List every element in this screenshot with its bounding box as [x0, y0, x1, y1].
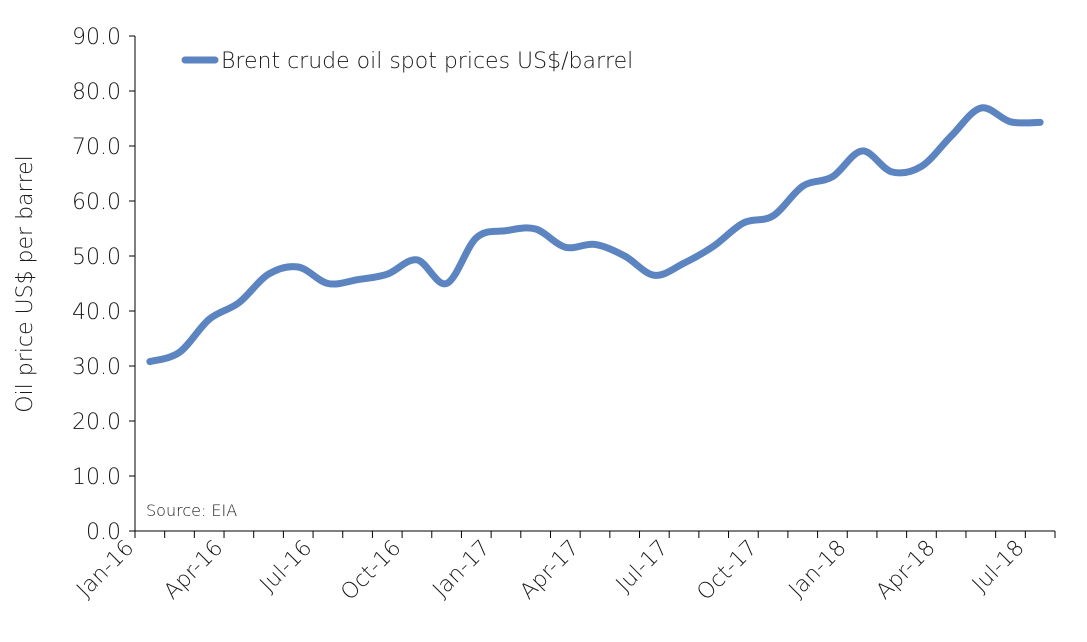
x-tick-label: Jul-18	[968, 536, 1030, 598]
data-point	[446, 283, 447, 284]
data-point	[209, 319, 210, 320]
data-point	[268, 274, 269, 275]
data-point	[684, 263, 685, 264]
data-point	[595, 244, 596, 245]
x-tick-label: Apr-17	[515, 536, 584, 605]
data-point	[891, 171, 892, 172]
x-tick-label: Jan-16	[72, 536, 139, 603]
y-axis: 0.0 10.0 20.0 30.0 40.0 50.0 60.0 70.0 80.0 90.0	[72, 25, 136, 545]
data-point	[238, 302, 239, 303]
source-annotation: Source: EIA	[146, 501, 237, 520]
data-point	[357, 279, 358, 280]
data-point	[713, 246, 714, 247]
data-point	[951, 136, 952, 137]
y-tick-label: 10.0	[72, 465, 121, 490]
y-tick-label: 30.0	[72, 355, 121, 380]
data-point	[476, 237, 477, 238]
data-point	[862, 150, 863, 151]
x-tick-label: Apr-16	[159, 536, 228, 605]
y-tick-label: 40.0	[72, 300, 121, 325]
x-axis: Jan-16 Apr-16 Jul-16 Oct-16 Jan-17 Apr-17 Jul-…	[72, 530, 1056, 606]
data-point	[387, 274, 388, 275]
y-tick-label: 50.0	[72, 245, 121, 270]
series-line	[146, 104, 1044, 366]
x-tick-label: Oct-16	[336, 536, 406, 606]
data-point	[921, 166, 922, 167]
x-tick-label: Apr-18	[872, 536, 941, 605]
data-point	[980, 108, 981, 109]
y-axis-title: Oil price US$ per barrel	[13, 155, 38, 413]
y-tick-label: 70.0	[72, 135, 121, 160]
x-tick-label: Jan-18	[784, 536, 851, 603]
data-point	[802, 186, 803, 187]
data-point	[416, 259, 417, 260]
data-point	[773, 215, 774, 216]
data-point	[327, 283, 328, 284]
y-tick-label: 0.0	[86, 520, 121, 545]
plot-area	[146, 104, 1044, 366]
data-point	[298, 267, 299, 268]
x-tick-label: Jan-17	[428, 536, 495, 603]
y-tick-label: 90.0	[72, 25, 121, 50]
legend-label: Brent crude oil spot prices US$/barrel	[221, 49, 633, 74]
legend: Brent crude oil spot prices US$/barrel	[181, 49, 633, 74]
data-point	[535, 229, 536, 230]
data-point	[179, 352, 180, 353]
x-tick-label: Jul-16	[255, 536, 317, 598]
data-point	[1010, 121, 1011, 122]
data-point	[149, 361, 150, 362]
x-tick-label: Jul-17	[612, 536, 674, 598]
y-tick-label: 60.0	[72, 190, 121, 215]
data-point	[505, 230, 506, 231]
data-point	[832, 176, 833, 177]
y-tick-label: 80.0	[72, 80, 121, 105]
data-point	[654, 275, 655, 276]
y-tick-label: 20.0	[72, 410, 121, 435]
data-point	[565, 247, 566, 248]
data-point	[624, 256, 625, 257]
data-point	[743, 223, 744, 224]
data-point	[1040, 122, 1041, 123]
x-tick-label: Oct-17	[692, 536, 762, 606]
